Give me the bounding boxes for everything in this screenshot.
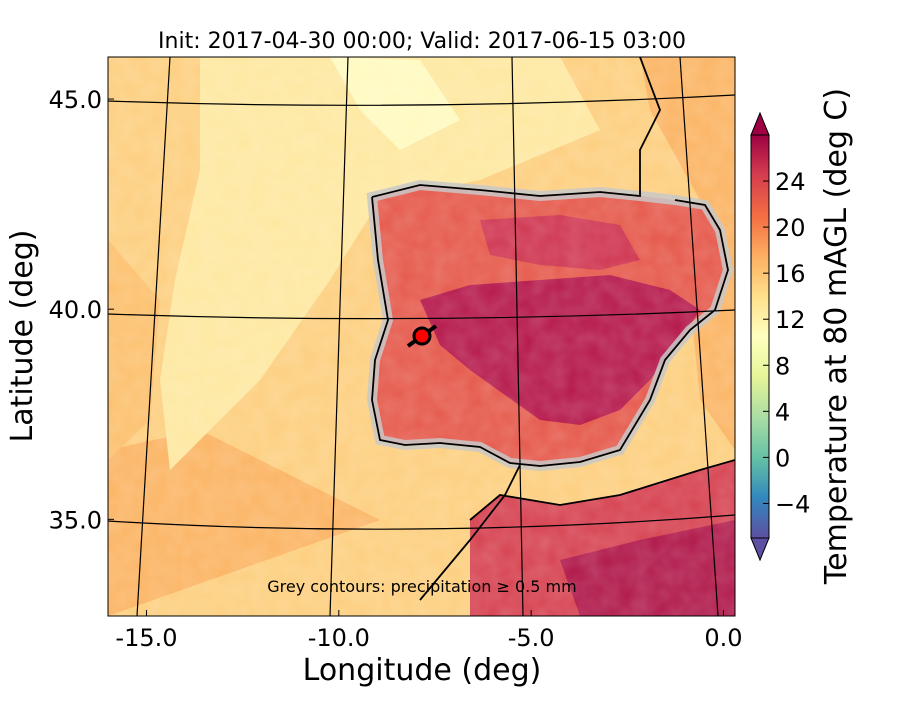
colorbar-tick-label: 24	[775, 168, 806, 196]
graticule	[108, 57, 735, 616]
precip-annotation: Grey contours: precipitation ≥ 0.5 mm	[267, 577, 576, 596]
chart-title: Init: 2017-04-30 00:00; Valid: 2017-06-1…	[158, 29, 686, 54]
colorbar-tick-label: 20	[775, 214, 806, 242]
site-marker	[412, 326, 432, 346]
x-tick-label: -15.0	[115, 624, 177, 652]
y-tick-label: 35.0	[49, 506, 102, 534]
colorbar-tick-label: 4	[775, 398, 790, 426]
y-tick-label: 45.0	[49, 86, 102, 114]
coastline	[371, 57, 735, 601]
colorbar-label: Temperature at 80 mAGL (deg C)	[819, 88, 854, 585]
colorbar-tick-label: 12	[775, 306, 806, 334]
meridian-15w	[136, 57, 171, 616]
parallel-35	[108, 514, 735, 530]
parallel-45	[108, 94, 735, 106]
colorbar-tick-label: −4	[775, 490, 810, 518]
x-axis-label: Longitude (deg)	[303, 653, 542, 688]
x-tick-label: -10.0	[308, 624, 370, 652]
meridian-10w	[329, 57, 349, 616]
x-tick-label: -5.0	[508, 624, 555, 652]
colorbar-tick-label: 8	[775, 352, 790, 380]
colorbar: −4 0 4 8 12 16 20 24	[750, 111, 810, 562]
y-axis-ticks: 35.0 40.0 45.0	[49, 86, 114, 534]
y-axis-label: Latitude (deg)	[5, 230, 40, 443]
colorbar-body	[750, 134, 770, 539]
colorbar-extend-bottom	[750, 537, 770, 562]
meridian-5w	[511, 57, 524, 616]
colorbar-ticks: −4 0 4 8 12 16 20 24	[763, 168, 810, 518]
colorbar-tick-label: 0	[775, 444, 790, 472]
parallel-40	[108, 309, 735, 320]
colorbar-extend-top	[750, 111, 770, 136]
y-tick-label: 40.0	[49, 296, 102, 324]
x-tick-label: 0.0	[704, 624, 742, 652]
plot-frame	[107, 56, 736, 617]
temperature-field	[108, 57, 735, 616]
colorbar-tick-label: 16	[775, 260, 806, 288]
x-axis-ticks: -15.0 -10.0 -5.0 0.0	[115, 610, 743, 652]
meridian-0	[679, 57, 719, 616]
